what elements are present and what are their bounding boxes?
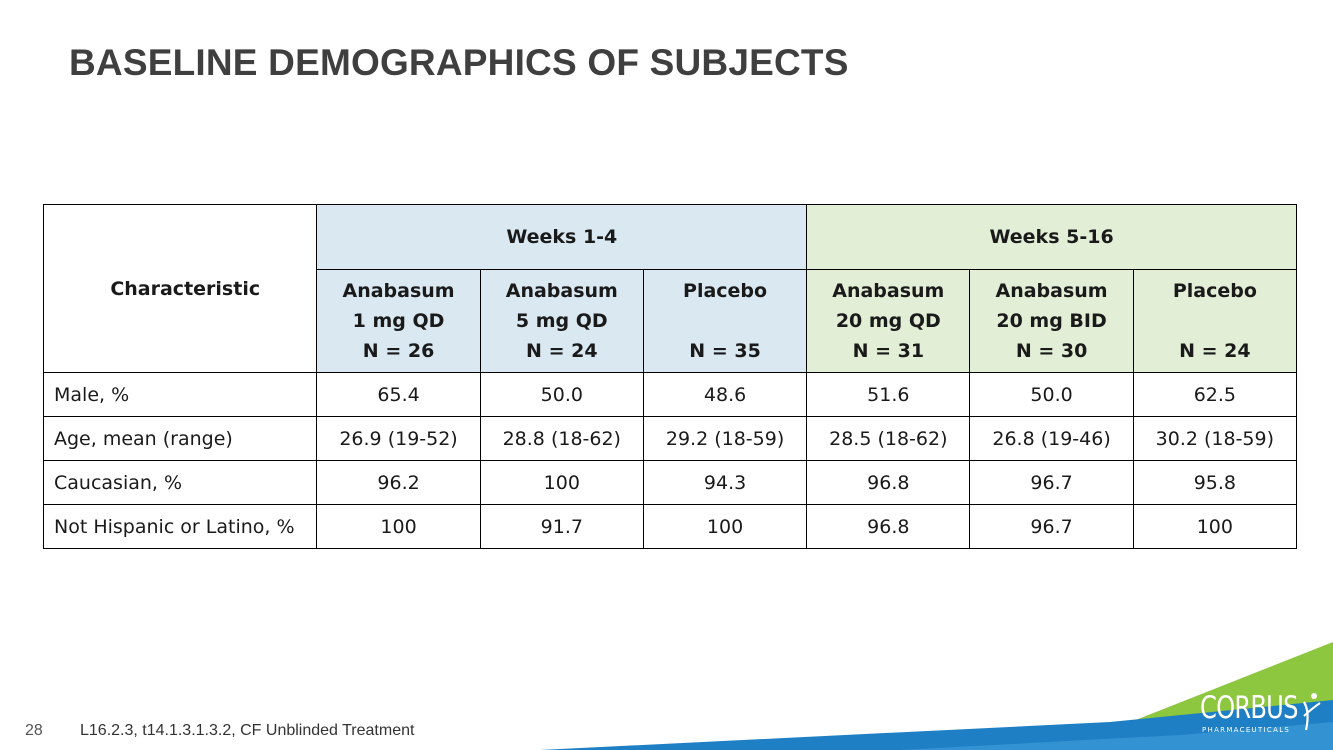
table-cell: 91.7 <box>479 504 644 549</box>
table-cell: 26.8 (19-46) <box>969 416 1134 461</box>
arm-name: Anabasum <box>342 280 455 302</box>
table-cell: 100 <box>1132 504 1298 549</box>
arm-n: N = 30 <box>1015 340 1088 362</box>
arm-name: Placebo <box>683 280 768 302</box>
corbus-logo: CORBUS PHARMACEUTICALS <box>1200 690 1325 738</box>
table-cell: 30.2 (18-59) <box>1132 416 1298 461</box>
arm-name: Placebo <box>1172 280 1257 302</box>
logo-subtitle: PHARMACEUTICALS <box>1202 726 1291 734</box>
period-header-row: Characteristic Weeks 1-4 Weeks 5-16 <box>42 204 1297 373</box>
arm-dose: 20 mg QD <box>835 310 941 332</box>
table-row: Caucasian, % 96.2 100 94.3 96.8 96.7 95.… <box>42 460 1298 505</box>
table-cell: 29.2 (18-59) <box>642 416 808 461</box>
table-row: Age, mean (range) 26.9 (19-52) 28.8 (18-… <box>42 416 1298 461</box>
arm-n: N = 24 <box>1179 340 1251 362</box>
light-blue-swoosh-shape <box>900 722 1333 750</box>
arm-dose: 5 mg QD <box>515 310 608 332</box>
table-cell: 28.5 (18-62) <box>806 416 971 461</box>
table-cell: 48.6 <box>642 372 808 417</box>
row-label: Age, mean (range) <box>42 416 318 461</box>
table-cell: 96.8 <box>806 504 971 549</box>
table-cell: 26.9 (19-52) <box>316 416 481 461</box>
table-cell: 100 <box>642 504 808 549</box>
arm-name: Anabasum <box>505 280 618 302</box>
demographics-table: Characteristic Weeks 1-4 Weeks 5-16 Anab… <box>42 204 1298 549</box>
logo-figure-icon <box>1303 693 1321 731</box>
row-label: Caucasian, % <box>42 460 318 505</box>
table-cell: 100 <box>316 504 481 549</box>
arm-dose: 1 mg QD <box>352 310 445 332</box>
arm-header: Anabasum 20 mg QD N = 31 <box>806 269 971 373</box>
arm-n: N = 26 <box>362 340 435 362</box>
arm-header: Anabasum 1 mg QD N = 26 <box>316 269 481 373</box>
page-number: 28 <box>25 722 43 739</box>
logo-wordmark: CORBUS <box>1200 690 1298 726</box>
table-cell: 50.0 <box>969 372 1134 417</box>
arm-header-row: Anabasum 1 mg QD N = 26 Anabasum 5 mg QD… <box>44 269 1298 373</box>
table-cell: 100 <box>479 460 644 505</box>
characteristic-header: Characteristic <box>42 204 318 373</box>
arm-n: N = 31 <box>852 340 925 362</box>
arm-header: Placebo N = 35 <box>642 269 808 373</box>
slide-title: BASELINE DEMOGRAPHICS OF SUBJECTS <box>69 42 849 83</box>
table-cell: 96.7 <box>969 504 1134 549</box>
table-row: Male, % 65.4 50.0 48.6 51.6 50.0 62.5 <box>42 372 1298 417</box>
arm-name: Anabasum <box>995 280 1108 302</box>
table-cell: 96.7 <box>969 460 1134 505</box>
table-row: Not Hispanic or Latino, % 100 91.7 100 9… <box>42 504 1298 549</box>
table-cell: 96.2 <box>316 460 481 505</box>
arm-name: Anabasum <box>832 280 945 302</box>
table-cell: 96.8 <box>806 460 971 505</box>
table-cell: 50.0 <box>479 372 644 417</box>
arm-header: Anabasum 20 mg BID N = 30 <box>969 269 1134 373</box>
arm-n: N = 35 <box>689 340 761 362</box>
arm-dose: 20 mg BID <box>996 310 1107 332</box>
arm-header: Anabasum 5 mg QD N = 24 <box>479 269 644 373</box>
table-cell: 94.3 <box>642 460 808 505</box>
arm-n: N = 24 <box>526 340 598 362</box>
row-label: Not Hispanic or Latino, % <box>42 504 318 549</box>
arm-header: Placebo N = 24 <box>1132 269 1298 373</box>
table-cell: 95.8 <box>1132 460 1298 505</box>
row-label: Male, % <box>42 372 318 417</box>
footer-reference: L16.2.3, t14.1.3.1.3.2, CF Unblinded Tre… <box>80 722 415 739</box>
